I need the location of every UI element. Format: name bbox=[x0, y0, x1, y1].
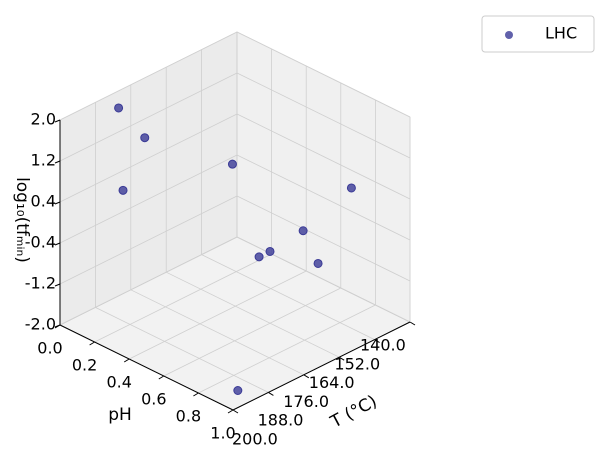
tick-mark bbox=[54, 119, 61, 123]
tick-mark bbox=[268, 391, 274, 396]
grid-line bbox=[236, 31, 411, 118]
point bbox=[140, 133, 150, 143]
z-tick-label: -0.4 bbox=[25, 233, 56, 252]
grid-line bbox=[236, 72, 411, 159]
grid-line bbox=[236, 113, 411, 200]
tick-mark bbox=[89, 341, 95, 346]
tick-mark bbox=[54, 242, 61, 246]
y-tick-label: 0.2 bbox=[72, 356, 97, 375]
point bbox=[346, 183, 356, 193]
legend-box bbox=[481, 15, 595, 53]
grid-line bbox=[59, 72, 238, 162]
tick-mark bbox=[409, 321, 416, 326]
point bbox=[265, 246, 275, 256]
tick-mark bbox=[54, 324, 61, 328]
z-tick-label: 1.2 bbox=[31, 151, 56, 170]
x-tick-label: 140.0 bbox=[360, 336, 406, 355]
z-tick-label: 0.4 bbox=[31, 192, 56, 211]
point bbox=[114, 103, 124, 113]
tick-mark bbox=[193, 392, 199, 397]
tick-mark bbox=[54, 160, 61, 164]
y-tick-label: 0.4 bbox=[106, 373, 131, 392]
y-tick-label: 0.8 bbox=[176, 407, 201, 426]
x-tick-label: 176.0 bbox=[283, 392, 329, 411]
grid-line bbox=[201, 254, 375, 340]
grid-line bbox=[236, 195, 411, 282]
legend-marker bbox=[505, 31, 513, 39]
z-axis-label: log₁₀(tfₘᵢₙ) bbox=[12, 177, 32, 263]
x-tick-label: 152.0 bbox=[334, 354, 380, 373]
z-tick-label: -1.2 bbox=[25, 274, 56, 293]
grid-line bbox=[59, 31, 238, 121]
x-tick-label: 164.0 bbox=[309, 373, 355, 392]
grid-line bbox=[59, 195, 238, 285]
y-tick-label: 0.0 bbox=[37, 339, 62, 358]
y-tick-label: 1.0 bbox=[210, 424, 235, 443]
point bbox=[313, 258, 323, 268]
tick-mark bbox=[158, 375, 165, 380]
grid-line bbox=[236, 154, 411, 241]
tick-mark bbox=[227, 409, 234, 414]
grid-line bbox=[130, 289, 304, 376]
legend: LHC bbox=[481, 15, 595, 53]
grid-line bbox=[95, 307, 269, 393]
z-tick-label: 2.0 bbox=[31, 110, 56, 129]
tick-mark bbox=[374, 339, 380, 344]
grid-line bbox=[163, 287, 341, 377]
grid-line bbox=[94, 253, 272, 343]
point bbox=[254, 252, 264, 262]
point bbox=[233, 386, 243, 395]
x-tick-label: 200.0 bbox=[232, 430, 278, 449]
tick-mark bbox=[303, 374, 310, 379]
grid-line bbox=[59, 154, 238, 244]
tick-mark bbox=[123, 358, 130, 363]
grid-line bbox=[59, 113, 238, 203]
y-axis-label: pH bbox=[108, 405, 132, 425]
tick-mark bbox=[54, 283, 61, 287]
y-tick-label: 0.6 bbox=[141, 390, 166, 409]
grid-line bbox=[198, 304, 376, 394]
x-axis-line bbox=[232, 321, 411, 411]
x-axis-label: T (°C) bbox=[327, 392, 381, 433]
grid-line bbox=[166, 271, 340, 358]
point bbox=[298, 226, 308, 236]
point bbox=[118, 185, 128, 195]
legend-label: LHC bbox=[545, 24, 577, 43]
grid-line bbox=[129, 270, 307, 360]
tick-mark bbox=[232, 409, 239, 414]
tick-mark bbox=[54, 201, 61, 205]
tick-mark bbox=[338, 356, 345, 361]
point bbox=[227, 159, 237, 169]
grid-line bbox=[59, 236, 238, 326]
x-tick-label: 188.0 bbox=[258, 411, 304, 430]
y-axis-line bbox=[59, 324, 234, 411]
z-tick-label: -2.0 bbox=[25, 315, 56, 334]
